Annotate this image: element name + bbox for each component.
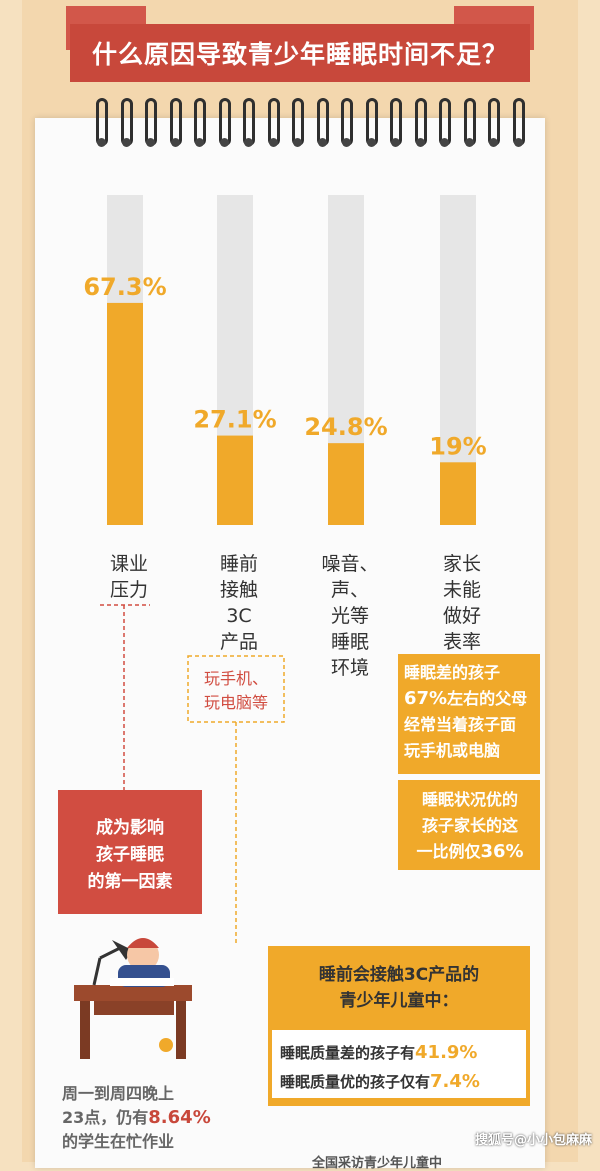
screen-box-title: 睡前会接触3C产品的 青少年儿童中：	[268, 962, 530, 1014]
bar	[440, 462, 476, 525]
page-title: 什么原因导致青少年睡眠时间不足？	[70, 24, 530, 82]
binding-hole	[219, 138, 229, 147]
binding-hole	[121, 138, 131, 147]
bar-value-label: 67.3%	[83, 273, 166, 301]
parents-note: 睡眠差的孩子 67%左右的父母 经常当着孩子面 玩手机或电脑	[404, 660, 536, 764]
screen-note-box	[187, 655, 285, 723]
binding-hole	[244, 138, 253, 147]
parents-note-line1: 67%左右的父母	[404, 686, 536, 712]
screen-box-poor: 睡眠质量差的孩子有41.9%	[280, 1042, 477, 1063]
screen-box-title-line2: 青少年儿童中：	[339, 991, 459, 1011]
good-parents-line1: 睡眠状况优的	[421, 790, 518, 809]
bar-value-label: 19%	[429, 432, 486, 460]
good-parents-line3-text: 一比例仅	[416, 842, 481, 861]
screen-box-good-text: 睡眠质量优的孩子仅有	[280, 1073, 431, 1091]
binding-hole	[170, 138, 180, 147]
parents-note-title: 睡眠差的孩子	[404, 663, 501, 682]
category-label: 睡眠	[331, 631, 369, 653]
bar-value-label: 27.1%	[193, 406, 276, 434]
homework-pct: 8.64%	[148, 1107, 211, 1128]
bar	[328, 443, 364, 525]
good-parents-line3: 一比例仅36%	[404, 839, 536, 865]
screen-box-poor-text: 睡眠质量差的孩子有	[280, 1044, 416, 1062]
category-label: 未能	[443, 579, 481, 601]
first-factor-line1: 成为影响	[96, 818, 164, 838]
category-label: 接触	[220, 579, 258, 601]
homework-note: 周一到周四晚上 23点，仍有8.64% 的学生在忙作业	[62, 1082, 262, 1154]
category-label: 表率	[443, 631, 481, 653]
bar	[107, 302, 143, 525]
binding-hole	[195, 138, 204, 147]
parents-note-pct: 67%	[404, 688, 448, 709]
first-factor-line2: 孩子睡眠	[96, 845, 164, 865]
binding-hole	[317, 138, 327, 147]
good-parents-box	[398, 780, 540, 870]
category-label: 课业	[110, 553, 148, 575]
good-parents-pct: 36%	[480, 841, 524, 862]
open-book	[110, 978, 174, 986]
parents-note-box	[398, 654, 540, 774]
desk-leg	[176, 1001, 186, 1059]
category-label: 光等	[331, 605, 369, 627]
homework-line3: 的学生在忙作业	[62, 1132, 175, 1151]
watermark: 搜狐号@小小包麻麻	[474, 1133, 592, 1148]
good-parents-note: 睡眠状况优的 孩子家长的这 一比例仅36%	[404, 787, 536, 865]
screen-note-line1: 玩手机、	[204, 669, 268, 688]
homework-line2: 23点，仍有8.64%	[62, 1106, 262, 1130]
binding-hole	[268, 138, 278, 147]
category-label: 噪音、	[321, 553, 378, 575]
binding-hole	[97, 138, 106, 147]
binding-hole	[391, 138, 400, 147]
good-parents-line2: 孩子家长的这	[421, 816, 518, 835]
screen-box-title-line1: 睡前会接触3C产品的	[318, 965, 480, 985]
category-label: 环境	[331, 657, 369, 679]
binding-hole	[464, 138, 474, 147]
student-hair	[127, 938, 159, 948]
category-label: 做好	[443, 605, 481, 627]
first-factor-line3: 的第一因素	[87, 872, 173, 892]
parents-note-line1-rest: 左右的父母	[447, 689, 528, 708]
binding-hole	[415, 138, 425, 147]
binding-hole	[342, 138, 351, 147]
spiral-binding	[96, 98, 536, 150]
lamp-arm	[99, 946, 121, 960]
category-label: 3C	[226, 605, 251, 627]
parents-note-line3: 玩手机或电脑	[404, 741, 501, 760]
category-label: 产品	[220, 631, 258, 653]
screen-box-good-pct: 7.4%	[430, 1071, 480, 1092]
category-label: 家长	[443, 553, 481, 575]
binding-hole	[293, 138, 302, 147]
desk-drawer	[94, 1001, 174, 1015]
binding-hole	[366, 138, 376, 147]
binding-hole	[146, 138, 155, 147]
screen-box-stats	[272, 1030, 526, 1098]
screen-note-line2: 玩电脑等	[204, 693, 268, 712]
first-factor-text: 成为影响 孩子睡眠 的第一因素	[58, 815, 202, 896]
binding-hole	[440, 138, 449, 147]
category-label: 声、	[331, 579, 369, 601]
category-label: 睡前	[220, 553, 258, 575]
parents-note-line2: 经常当着孩子面	[404, 715, 517, 734]
desk-top	[74, 985, 192, 1001]
lamp-arm	[92, 957, 102, 986]
slipper	[159, 1038, 173, 1052]
first-factor-box	[58, 790, 202, 914]
screen-box-poor-pct: 41.9%	[415, 1042, 478, 1063]
homework-line2-text: 23点，仍有	[62, 1108, 149, 1127]
binding-hole	[489, 138, 498, 147]
category-label: 压力	[110, 579, 148, 601]
desk-leg	[80, 1001, 90, 1059]
binding-hole	[513, 138, 523, 147]
screen-box-good: 睡眠质量优的孩子仅有7.4%	[280, 1071, 480, 1092]
homework-line1: 周一到周四晚上	[62, 1084, 175, 1103]
bar	[217, 435, 253, 525]
bar-value-label: 24.8%	[304, 413, 387, 441]
